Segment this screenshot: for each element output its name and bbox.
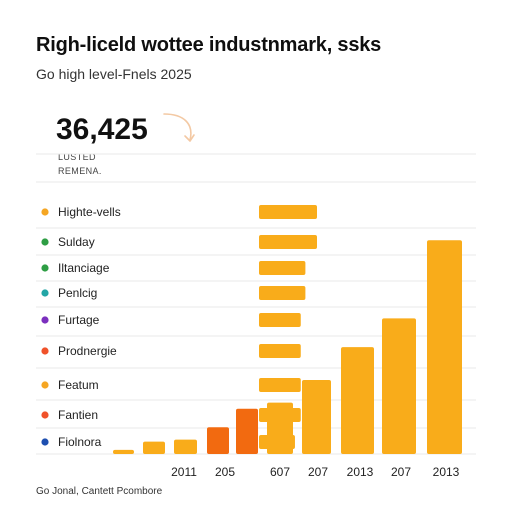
legend-label-2: Iltanciage xyxy=(58,261,110,275)
legend-marker-2 xyxy=(41,264,49,272)
legend-marker-1 xyxy=(41,238,49,246)
x-tick-label-1: 205 xyxy=(215,465,235,479)
vertical-bar-7 xyxy=(341,347,374,454)
kpi-label-primary: LUSTED xyxy=(58,152,96,162)
legend-marker-5 xyxy=(41,347,49,355)
chart-footer-note: Go Jonal, Cantett Pcombore xyxy=(36,486,163,497)
legend-label-1: Sulday xyxy=(58,235,95,249)
vertical-bar-3 xyxy=(207,427,229,454)
horizontal-bar-1 xyxy=(259,235,317,249)
chart-legend: Highte-vells Sulday Iltanciage Penlcig Furta… xyxy=(41,205,121,449)
legend-label-5: Prodnergie xyxy=(58,344,117,358)
vertical-bar-6 xyxy=(302,380,331,454)
legend-label-8: Fiolnora xyxy=(58,435,102,449)
legend-marker-4 xyxy=(41,316,49,324)
horizontal-bar-2 xyxy=(259,261,306,275)
horizontal-bar-4 xyxy=(259,313,301,327)
legend-label-0: Highte-vells xyxy=(58,205,121,219)
vertical-bar-4 xyxy=(236,408,258,454)
vertical-bar-8 xyxy=(382,318,416,454)
curved-arrow-icon xyxy=(163,113,195,142)
vertical-bar-1 xyxy=(143,441,165,454)
vertical-bars-group xyxy=(113,240,462,454)
chart-subtitle: Go high level-Fnels 2025 xyxy=(36,66,192,82)
vertical-bar-5 xyxy=(267,402,293,454)
legend-marker-6 xyxy=(41,381,49,389)
legend-marker-8 xyxy=(41,438,49,446)
legend-label-6: Featum xyxy=(58,378,99,392)
kpi-value: 36,425 xyxy=(56,113,148,146)
legend-marker-3 xyxy=(41,289,49,297)
chart-gridlines xyxy=(36,153,476,455)
x-tick-label-5: 207 xyxy=(391,465,411,479)
x-tick-label-6: 2013 xyxy=(433,465,460,479)
horizontal-bars-group xyxy=(259,205,317,449)
x-tick-label-3: 207 xyxy=(308,465,328,479)
legend-marker-0 xyxy=(41,208,49,216)
legend-label-3: Penlcig xyxy=(58,286,97,300)
legend-marker-7 xyxy=(41,411,49,419)
x-tick-label-0: 2011 xyxy=(171,465,197,479)
horizontal-bar-0 xyxy=(259,205,317,219)
horizontal-bar-5 xyxy=(259,344,301,358)
x-tick-label-2: 607 xyxy=(270,465,290,479)
horizontal-bar-3 xyxy=(259,286,306,300)
x-tick-label-4: 2013 xyxy=(347,465,374,479)
vertical-bar-9 xyxy=(427,240,462,454)
legend-label-4: Furtage xyxy=(58,313,100,327)
horizontal-bar-6 xyxy=(259,378,301,392)
legend-label-7: Fantien xyxy=(58,408,98,422)
vertical-bar-0 xyxy=(113,449,134,454)
x-axis-tick-labels: 2011 205 607 207 2013 207 2013 xyxy=(171,465,460,479)
kpi-label-secondary: REMENA. xyxy=(58,166,102,176)
chart-title: Righ-liceld wottee industnmark, ssks xyxy=(36,34,382,56)
vertical-bar-2 xyxy=(174,439,197,454)
